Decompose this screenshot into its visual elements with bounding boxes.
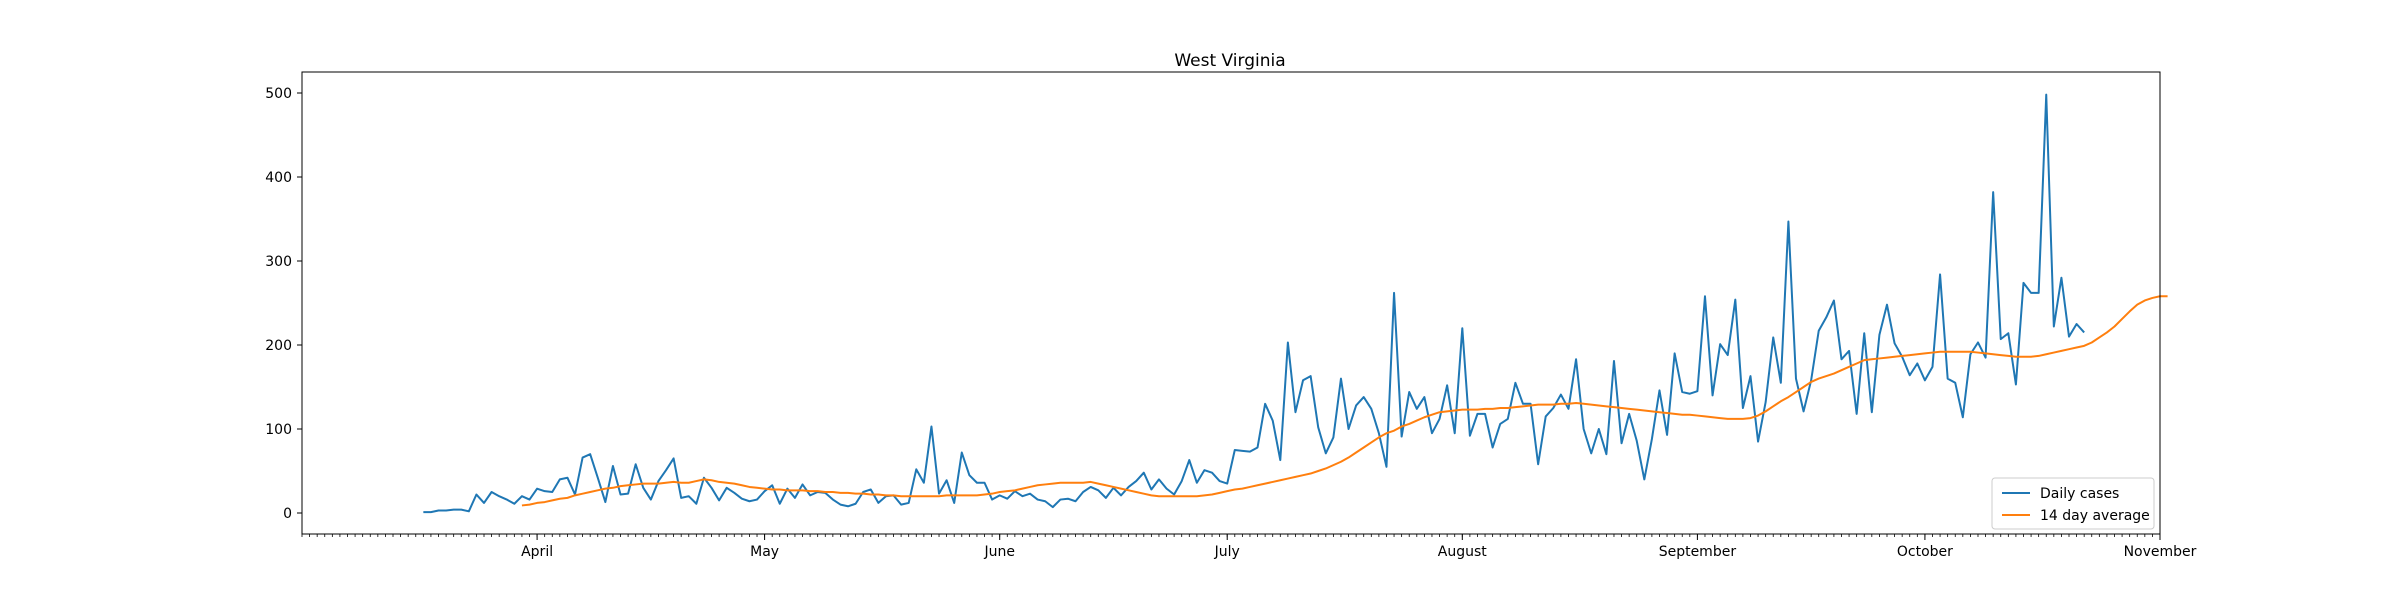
series-layer	[423, 93, 2168, 514]
legend: Daily cases 14 day average	[1991, 477, 2155, 530]
x-tick-label: June	[983, 544, 1015, 560]
y-tick-label: 300	[265, 254, 292, 270]
x-axis: April May June July August September October No…	[301, 534, 2197, 560]
x-tick-label: May	[750, 544, 779, 560]
chart-title: West Virginia	[1174, 51, 1285, 71]
x-tick-label: July	[1214, 544, 1240, 560]
series-line-14-day-average	[521, 295, 2168, 507]
y-tick-label: 0	[283, 506, 292, 522]
x-tick-label: October	[1897, 544, 1953, 560]
plot-frame	[301, 71, 2161, 535]
legend-label-14-day-average: 14 day average	[2040, 508, 2150, 524]
y-axis: 0 100 200 300 400 500	[265, 86, 302, 522]
series-line-daily-cases	[423, 93, 2085, 514]
x-tick-label: April	[521, 544, 553, 560]
x-tick-label: August	[1438, 544, 1488, 560]
x-tick-label: September	[1659, 544, 1737, 560]
y-tick-label: 100	[265, 422, 292, 438]
y-tick-label: 500	[265, 86, 292, 102]
legend-label-daily-cases: Daily cases	[2040, 486, 2119, 502]
y-tick-label: 400	[265, 170, 292, 186]
legend-box	[1991, 477, 2155, 530]
y-tick-label: 200	[265, 338, 292, 354]
x-tick-label: November	[2124, 544, 2197, 560]
